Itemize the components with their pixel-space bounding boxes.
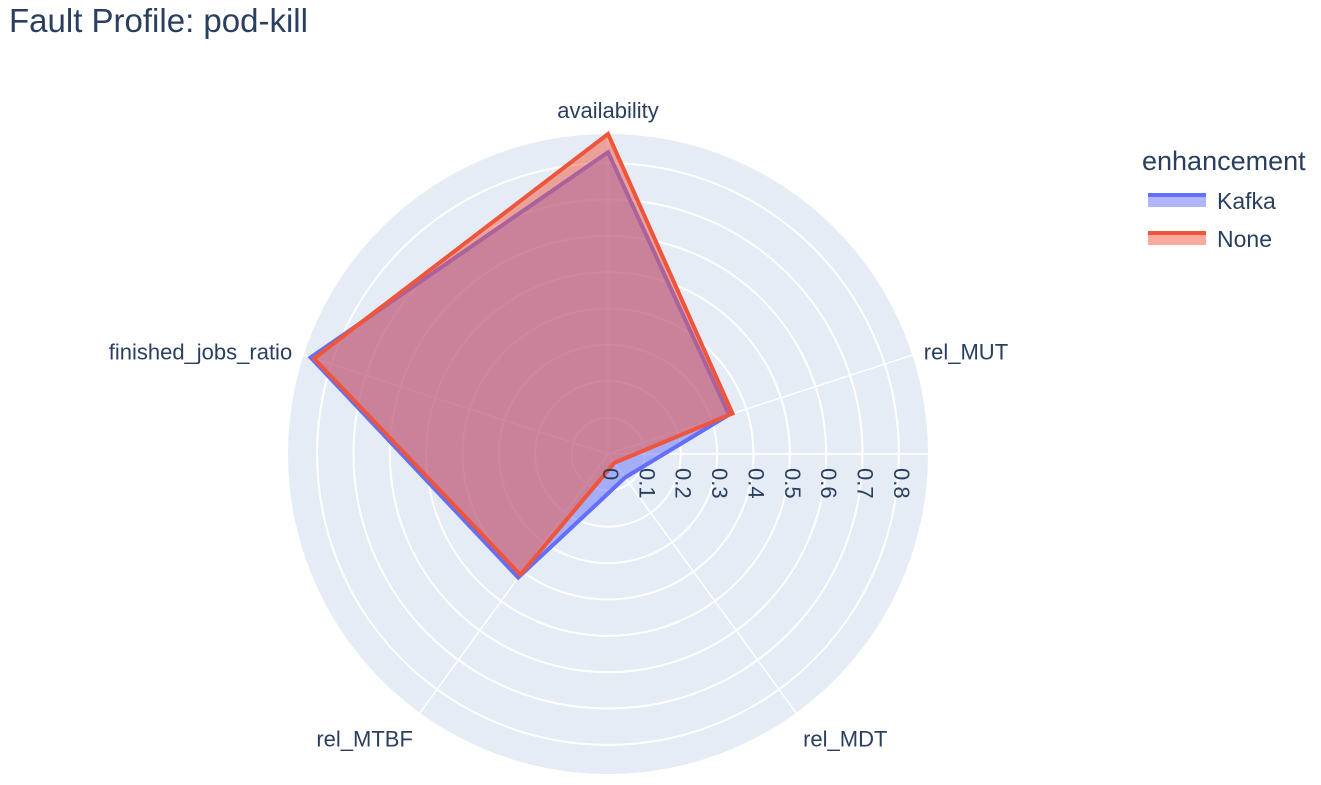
legend-swatch-kafka (1148, 195, 1206, 207)
legend-item-kafka[interactable]: Kafka (1148, 188, 1276, 214)
radial-tick-4: 0.4 (744, 468, 769, 499)
radial-tick-8: 0.8 (889, 468, 914, 499)
series-none-area (311, 130, 736, 578)
spoke-rel_MDT (607, 453, 797, 714)
angular-axis-labels: availability rel_MUT rel_MDT rel_MTBF finish… (109, 98, 1008, 752)
axis-label-rel_MTBF: rel_MTBF (316, 727, 413, 752)
legend-label-kafka: Kafka (1217, 188, 1276, 214)
radial-tick-5: 0.5 (780, 468, 805, 499)
radial-tick-7: 0.7 (853, 468, 878, 499)
radial-tick-0: 0 (598, 468, 623, 480)
legend-item-none[interactable]: None (1148, 226, 1272, 252)
legend-title: enhancement (1142, 146, 1306, 176)
radial-tick-labels: 0 0.1 0.2 0.3 0.4 0.5 0.6 0.7 0.8 (598, 468, 914, 499)
axis-label-availability: availability (557, 98, 659, 123)
legend-label-none: None (1217, 226, 1272, 252)
radial-tick-1: 0.1 (634, 468, 659, 499)
radial-tick-3: 0.3 (707, 468, 732, 499)
series-layer (307, 130, 736, 581)
radial-tick-2: 0.2 (671, 468, 696, 499)
radial-tick-6: 0.6 (816, 468, 841, 499)
axis-label-finished_jobs_ratio: finished_jobs_ratio (109, 339, 292, 364)
axis-label-rel_MUT: rel_MUT (924, 339, 1008, 364)
chart-title: Fault Profile: pod-kill (9, 2, 308, 39)
axis-label-rel_MDT: rel_MDT (803, 727, 887, 752)
legend: enhancement Kafka None (1142, 146, 1306, 252)
legend-swatch-none (1148, 233, 1206, 245)
